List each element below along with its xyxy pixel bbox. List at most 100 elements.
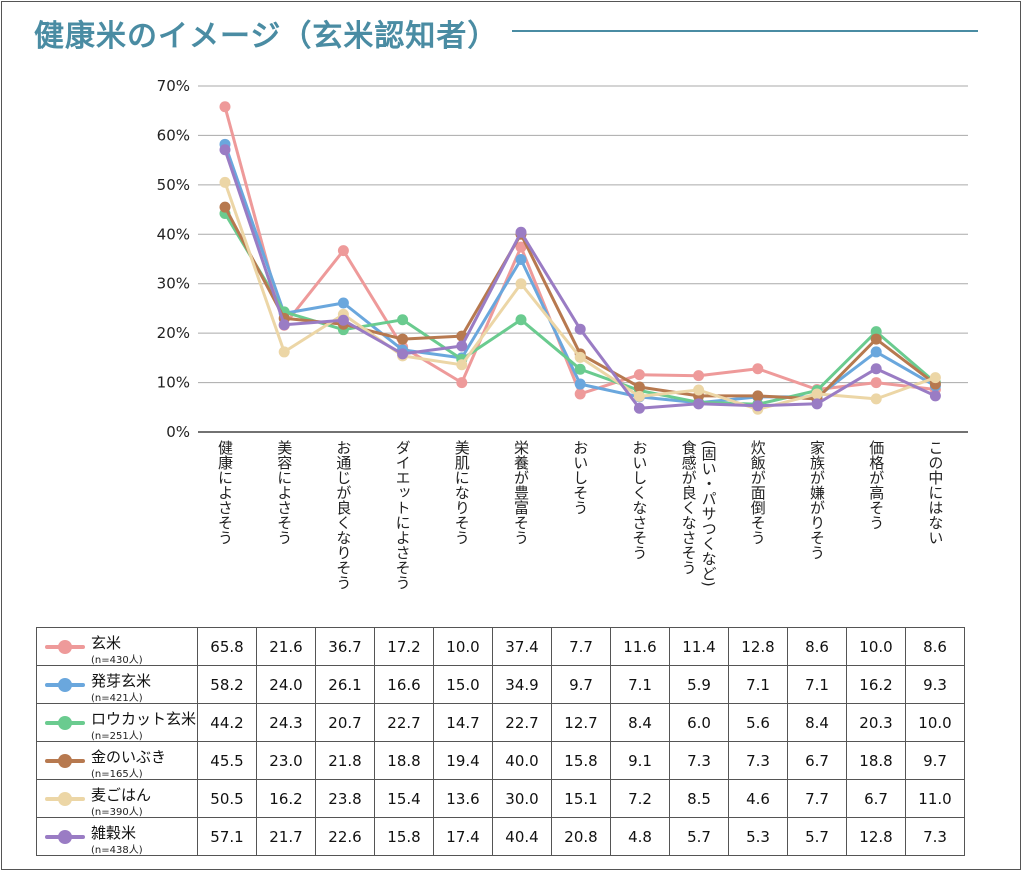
data-point <box>515 314 527 326</box>
y-tick-label: 20% <box>157 324 190 342</box>
table-cell: 45.5 <box>197 741 257 780</box>
table-cell: 16.6 <box>374 665 434 704</box>
table-cell: 4.6 <box>728 779 788 818</box>
data-point <box>397 348 409 360</box>
x-tick-label: この中にはない <box>926 440 944 545</box>
legend-name: 玄米 <box>91 634 122 652</box>
table-cell: 40.4 <box>492 817 552 856</box>
table-cell: 12.8 <box>728 627 788 666</box>
table-cell: 22.7 <box>492 703 552 742</box>
data-point <box>278 319 290 331</box>
table-cell: 50.5 <box>197 779 257 818</box>
x-tick-label: (固い・パサつくなど) <box>700 440 718 587</box>
table-cell: 9.1 <box>610 741 670 780</box>
data-point <box>870 363 882 375</box>
table-cell: 19.4 <box>433 741 493 780</box>
legend-marker-swatch <box>58 678 72 692</box>
data-point <box>752 390 764 402</box>
legend-marker-swatch <box>58 754 72 768</box>
table-cell: 6.7 <box>846 779 906 818</box>
data-point <box>633 381 645 393</box>
table-row: 発芽玄米 (n=421人) 58.2 24.0 26.1 16.6 15.0 34.9 9.7 7… <box>36 665 965 704</box>
data-point <box>219 101 231 113</box>
table-cell: 23.0 <box>256 741 316 780</box>
table-cell: 18.8 <box>846 741 906 780</box>
table-cell: 7.7 <box>787 779 847 818</box>
legend-marker-swatch <box>58 830 72 844</box>
data-point <box>811 388 823 400</box>
table-cell: 23.8 <box>315 779 375 818</box>
table-cell: 7.3 <box>669 741 729 780</box>
data-point <box>337 245 349 257</box>
x-tick-label: 美容によさそう <box>275 440 293 545</box>
table-cell: 22.6 <box>315 817 375 856</box>
data-point <box>337 314 349 326</box>
table-cell: 10.0 <box>905 703 965 742</box>
data-point <box>397 314 409 326</box>
y-tick-label: 10% <box>157 374 190 392</box>
table-cell: 17.2 <box>374 627 434 666</box>
table-cell: 17.4 <box>433 817 493 856</box>
table-cell: 20.7 <box>315 703 375 742</box>
legend-sample-size: (n=390人) <box>91 807 143 818</box>
data-point <box>337 297 349 309</box>
data-point <box>574 378 586 390</box>
table-cell: 6.0 <box>669 703 729 742</box>
legend-marker-swatch <box>58 716 72 730</box>
data-point <box>515 241 527 253</box>
table-cell: 26.1 <box>315 665 375 704</box>
data-point <box>219 201 231 213</box>
data-point <box>219 144 231 156</box>
data-point <box>278 346 290 358</box>
y-tick-label: 60% <box>157 126 190 144</box>
legend-sample-size: (n=421人) <box>91 693 143 704</box>
y-axis-ticks: 0% 10% 20% 30% 40% 50% 60% 70% <box>157 77 190 441</box>
legend-name: ロウカット玄米 <box>91 710 197 728</box>
table-cell: 15.0 <box>433 665 493 704</box>
table-cell: 15.8 <box>551 741 611 780</box>
x-tick-label: 食感が良くなさそう <box>680 440 698 575</box>
data-point <box>633 402 645 414</box>
table-cell: 8.5 <box>669 779 729 818</box>
legend-sample-size: (n=430人) <box>91 655 143 666</box>
data-point <box>929 372 941 384</box>
legend-name: 雑穀米 <box>91 824 137 842</box>
data-point <box>397 333 409 345</box>
x-tick-label: 炊飯が面倒そう <box>749 440 767 545</box>
x-tick-label: お通じが良くなりそう <box>334 440 352 590</box>
table-cell: 15.1 <box>551 779 611 818</box>
table-cell: 8.4 <box>610 703 670 742</box>
data-point <box>693 398 705 410</box>
data-point <box>870 346 882 358</box>
table-cell: 34.9 <box>492 665 552 704</box>
series-line <box>223 212 937 406</box>
table-cell: 11.0 <box>905 779 965 818</box>
table-cell: 7.7 <box>551 627 611 666</box>
series-line <box>223 181 936 411</box>
data-point <box>870 333 882 345</box>
data-point <box>752 363 764 375</box>
data-point <box>456 340 468 352</box>
table-cell: 15.8 <box>374 817 434 856</box>
data-point <box>693 384 705 396</box>
table-cell: 7.3 <box>905 817 965 856</box>
table-row: 金のいぶき (n=165人) 45.5 23.0 21.8 18.8 19.4 40.0 15.… <box>36 741 965 780</box>
y-tick-label: 0% <box>166 423 190 441</box>
data-point <box>633 369 645 381</box>
table-cell: 8.6 <box>787 627 847 666</box>
table-cell: 11.6 <box>610 627 670 666</box>
y-tick-label: 70% <box>157 77 190 95</box>
table-cell: 5.9 <box>669 665 729 704</box>
table-cell: 5.3 <box>728 817 788 856</box>
title-rule <box>512 30 978 32</box>
table-cell: 7.3 <box>728 741 788 780</box>
table-cell: 12.7 <box>551 703 611 742</box>
y-tick-label: 50% <box>157 176 190 194</box>
table-cell: 8.6 <box>905 627 965 666</box>
table-cell: 15.4 <box>374 779 434 818</box>
table-cell: 8.4 <box>787 703 847 742</box>
table-cell: 5.7 <box>787 817 847 856</box>
data-point <box>515 278 527 290</box>
legend-marker-swatch <box>58 640 72 654</box>
data-point <box>811 398 823 410</box>
